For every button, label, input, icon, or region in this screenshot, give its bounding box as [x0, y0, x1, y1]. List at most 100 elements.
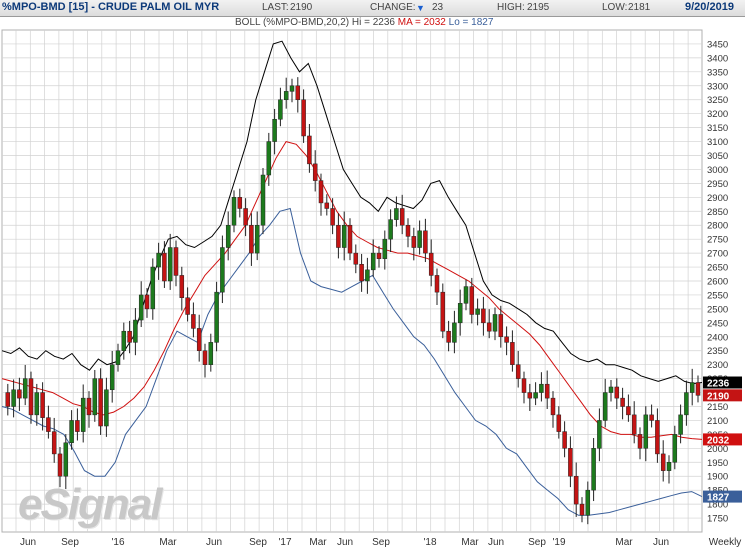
candle: [585, 481, 591, 525]
candle-body: [544, 383, 550, 399]
candle: [80, 384, 86, 443]
study-hi: Hi = 2236: [351, 17, 395, 28]
candle-body: [428, 252, 434, 276]
candle-body: [521, 378, 527, 393]
value-tag-ma: [703, 433, 742, 446]
candle: [109, 351, 115, 403]
candle: [388, 209, 393, 252]
change-label: CHANGE:: [370, 2, 416, 13]
symbol-title[interactable]: %MPO-BMD [15] - CRUDE PALM OIL MYR: [2, 1, 220, 13]
high-value: 2195: [527, 2, 550, 13]
candle-body: [527, 392, 533, 399]
candle-body: [347, 224, 353, 254]
candle-body: [655, 420, 660, 455]
candle-body: [260, 174, 266, 226]
last-label: LAST:: [262, 2, 289, 13]
candle: [46, 405, 51, 439]
candle: [440, 283, 446, 339]
candle: [684, 380, 689, 426]
candle: [202, 343, 208, 378]
candle-body: [179, 275, 185, 298]
candle-body: [173, 247, 179, 276]
candle: [278, 87, 283, 127]
candle: [602, 378, 608, 428]
candle-body: [533, 392, 538, 399]
y-tick-label: 3050: [707, 151, 728, 162]
candle: [689, 368, 695, 406]
y-tick-label: 3100: [707, 137, 728, 148]
candle: [608, 380, 614, 402]
candle-body: [672, 434, 678, 463]
y-tick-label: 2900: [707, 193, 728, 204]
candle: [260, 168, 266, 235]
quote-date: 9/20/2019: [685, 1, 734, 13]
x-tick-label: Mar: [615, 537, 633, 548]
candle: [330, 198, 335, 235]
candle: [301, 89, 306, 143]
y-tick-label: 2950: [707, 179, 728, 190]
candle-body: [434, 275, 440, 293]
candle-body: [307, 135, 312, 165]
x-tick-label: '16: [111, 537, 124, 548]
candle-body: [620, 397, 625, 407]
candle: [469, 277, 475, 324]
candle: [150, 258, 156, 320]
candle: [434, 268, 440, 305]
candle: [266, 132, 272, 186]
candle: [405, 218, 411, 248]
candle-body: [608, 386, 614, 393]
candle-body: [191, 314, 196, 329]
candle: [672, 425, 678, 470]
candle: [185, 287, 190, 322]
candle: [162, 241, 167, 288]
candle-body: [411, 236, 417, 248]
candle: [573, 462, 579, 517]
candle-body: [417, 230, 422, 248]
candle: [544, 370, 550, 410]
low-value: 2181: [628, 2, 651, 13]
candle: [63, 434, 69, 490]
candle: [51, 417, 57, 463]
candle: [243, 198, 248, 237]
candle-body: [208, 342, 214, 365]
candle-body: [109, 364, 115, 391]
x-tick-label: Sep: [249, 537, 267, 548]
candle: [649, 404, 654, 428]
candle-body: [237, 197, 243, 209]
candle-body: [475, 308, 480, 315]
candle-body: [63, 442, 69, 477]
candle-body: [556, 414, 562, 432]
change-value: 23: [432, 2, 444, 13]
candle: [22, 364, 28, 406]
candle-body: [614, 386, 620, 399]
candle: [138, 281, 144, 328]
candle: [382, 230, 388, 270]
candle-body: [359, 264, 364, 282]
candle-body: [150, 266, 156, 310]
candle: [457, 289, 463, 336]
y-tick-label: 3200: [707, 109, 728, 120]
candle-body: [214, 291, 219, 343]
chart-grid: [1, 29, 703, 533]
x-tick-label: Jun: [20, 537, 36, 548]
candle-body: [243, 208, 248, 226]
x-tick-label: Mar: [159, 537, 177, 548]
y-tick-label: 1950: [707, 458, 728, 469]
x-tick-label: Mar: [309, 537, 327, 548]
candle: [359, 253, 364, 292]
value-tag-lo: [703, 490, 742, 503]
candle-body: [11, 389, 16, 407]
y-tick-label: 2550: [707, 290, 728, 301]
x-tick-label: '19: [552, 537, 565, 548]
candle-body: [568, 448, 573, 477]
candle-body: [684, 392, 689, 416]
candle-body: [40, 392, 45, 418]
candle: [307, 123, 312, 173]
x-tick-label: Jun: [337, 537, 353, 548]
candle: [220, 235, 225, 304]
candle-body: [144, 294, 150, 310]
candle: [579, 497, 585, 523]
candle-body: [283, 91, 289, 100]
